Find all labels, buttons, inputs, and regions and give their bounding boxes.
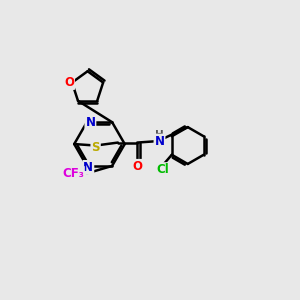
Text: CF₃: CF₃ bbox=[62, 167, 84, 180]
Text: N: N bbox=[83, 161, 93, 174]
Text: O: O bbox=[64, 76, 74, 89]
Text: O: O bbox=[132, 160, 142, 173]
Text: H: H bbox=[155, 130, 164, 140]
Text: Cl: Cl bbox=[157, 163, 169, 176]
Text: N: N bbox=[154, 135, 164, 148]
Text: N: N bbox=[85, 116, 95, 129]
Text: S: S bbox=[92, 140, 100, 154]
